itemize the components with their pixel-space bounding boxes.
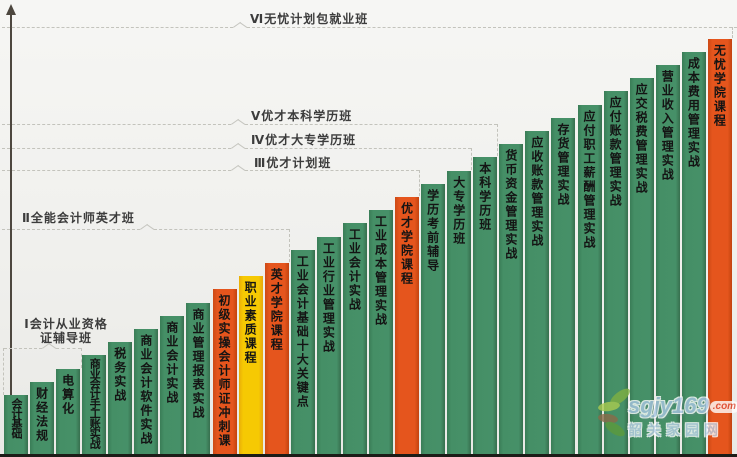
bar-course-15: 工业成本管理实战 [368,210,393,457]
tier-dashed-drop [3,348,4,395]
caret-icon [237,143,246,149]
bar-course-11: 英才学院课程 [264,263,289,457]
bar-course-13: 工业行业管理实战 [316,236,341,457]
caret-icon [146,224,155,230]
tier-dashed-drop [471,148,472,170]
bar-course-10: 职业素质课程 [238,276,263,457]
bar-course-7: 商业会计实战 [160,315,185,457]
watermark-site: sgjy169 [628,393,709,418]
watermark-text: sgjy169 .com 韶关家园网 [628,393,737,440]
bar-course-4: 商业会计手工账实战 [82,355,107,457]
tier-dashed-drop [497,124,498,156]
watermark-site-line: sgjy169 .com [628,393,737,418]
bar-label: 应付职工薪酬管理实战 [582,109,597,250]
tier-dashed-line [2,124,231,125]
bar-course-28: 无忧学院课程 [707,38,732,457]
tier-label-1: Ⅰ会计从业资格 证辅导班 [24,317,108,345]
tier-dashed-line [56,348,81,349]
bar-label: 商业管理报表实战 [190,307,205,420]
watermark-tld: .com [709,401,737,413]
watermark: sgjy169 .com 韶关家园网 [596,385,737,452]
caret-icon [237,119,246,125]
tier-dashed-line [154,229,289,230]
bar-label: 商业会计手工账实战 [88,358,101,449]
bar-label: 商业会计软件实战 [138,334,153,446]
tier-dashed-line [2,170,231,171]
bar-course-19: 本科学历班 [473,157,498,457]
bar-label: 工业行业管理实战 [321,241,336,354]
bar-course-18: 大专学历班 [447,170,472,457]
watermark-name: 韶关家园网 [628,422,723,438]
tier-label-2: Ⅱ全能会计师英才班 [22,211,135,225]
bar-label: 电算化 [60,373,75,416]
bar-label: 会计基础 [10,398,22,438]
tier-dashed-drop [289,229,290,262]
bar-label: 学历考前辅导 [425,188,440,273]
bar-label: 成本费用管理实战 [686,56,701,169]
bar-course-23: 应付职工薪酬管理实战 [577,104,602,457]
bar-label: 职业素质课程 [243,281,258,366]
bar-course-8: 商业管理报表实战 [186,302,211,457]
bar-course-5: 税务实战 [108,342,133,457]
bar-label: 应收账款管理实战 [529,136,544,248]
bar-label: 无忧学院课程 [712,43,727,128]
tier-dashed-line [4,348,42,349]
bar-course-26: 营业收入管理实战 [655,65,680,457]
tier-dashed-line [2,148,231,149]
bar-course-25: 应交税费管理实战 [629,78,654,457]
bar-course-6: 商业会计软件实战 [134,329,159,457]
tier-dashed-line [2,229,140,230]
y-axis [10,13,12,457]
bar-label: 财经法规 [34,386,49,443]
bar-label: 初级实操会计师证冲刺课 [217,294,232,449]
bar-course-2: 财经法规 [30,381,55,457]
bar-course-21: 应收账款管理实战 [525,131,550,457]
bar-label: 货币资金管理实战 [503,149,518,262]
bar-label: 工业会计实战 [347,228,362,313]
tier-dashed-drop [732,27,733,38]
flower-petal-icon [597,400,621,413]
tier-dashed-line [247,27,737,28]
bar-label: 营业收入管理实战 [660,70,675,182]
tier-dashed-line [245,170,419,171]
bar-label: 优才学院课程 [399,202,414,286]
tier-dashed-line [245,148,471,149]
tier-label-5: Ⅴ优才本科学历班 [251,109,353,123]
caret-icon [239,22,248,28]
bar-label: 商业会计实战 [164,320,179,405]
bar-label: 本科学历班 [477,162,492,233]
bar-course-16: 优才学院课程 [395,197,420,457]
bar-course-20: 货币资金管理实战 [499,144,524,457]
tier-dashed-drop [81,348,82,368]
tier-label-3: Ⅲ优才计划班 [254,156,332,170]
bar-label: 工业成本管理实战 [373,215,388,328]
tier-label-6: Ⅵ无忧计划包就业班 [250,12,369,26]
y-axis-arrow-icon [6,4,16,15]
bar-label: 大专学历班 [451,175,466,246]
bar-label: 税务实战 [112,347,127,404]
baseline [0,454,737,457]
bar-course-1: 会计基础 [4,395,28,457]
bar-course-14: 工业会计实战 [342,223,367,457]
caret-icon [237,165,246,171]
bar-label: 英才学院课程 [269,268,284,352]
bar-course-17: 学历考前辅导 [421,183,446,457]
bar-label: 工业会计基础十大关键点 [295,254,310,409]
bar-label: 应交税费管理实战 [634,83,649,196]
bar-course-27: 成本费用管理实战 [681,51,706,457]
bar-label: 存货管理实战 [555,122,570,207]
bar-course-12: 工业会计基础十大关键点 [290,249,315,457]
tier-label-4: Ⅳ优才大专学历班 [251,133,357,147]
tier-dashed-drop [419,170,420,196]
tier-dashed-line [245,124,497,125]
bar-course-22: 存货管理实战 [551,117,576,457]
bar-label: 应付账款管理实战 [608,96,623,209]
tier-dashed-line [2,27,233,28]
bar-course-9: 初级实操会计师证冲刺课 [212,289,237,457]
bar-course-3: 电算化 [56,368,81,457]
